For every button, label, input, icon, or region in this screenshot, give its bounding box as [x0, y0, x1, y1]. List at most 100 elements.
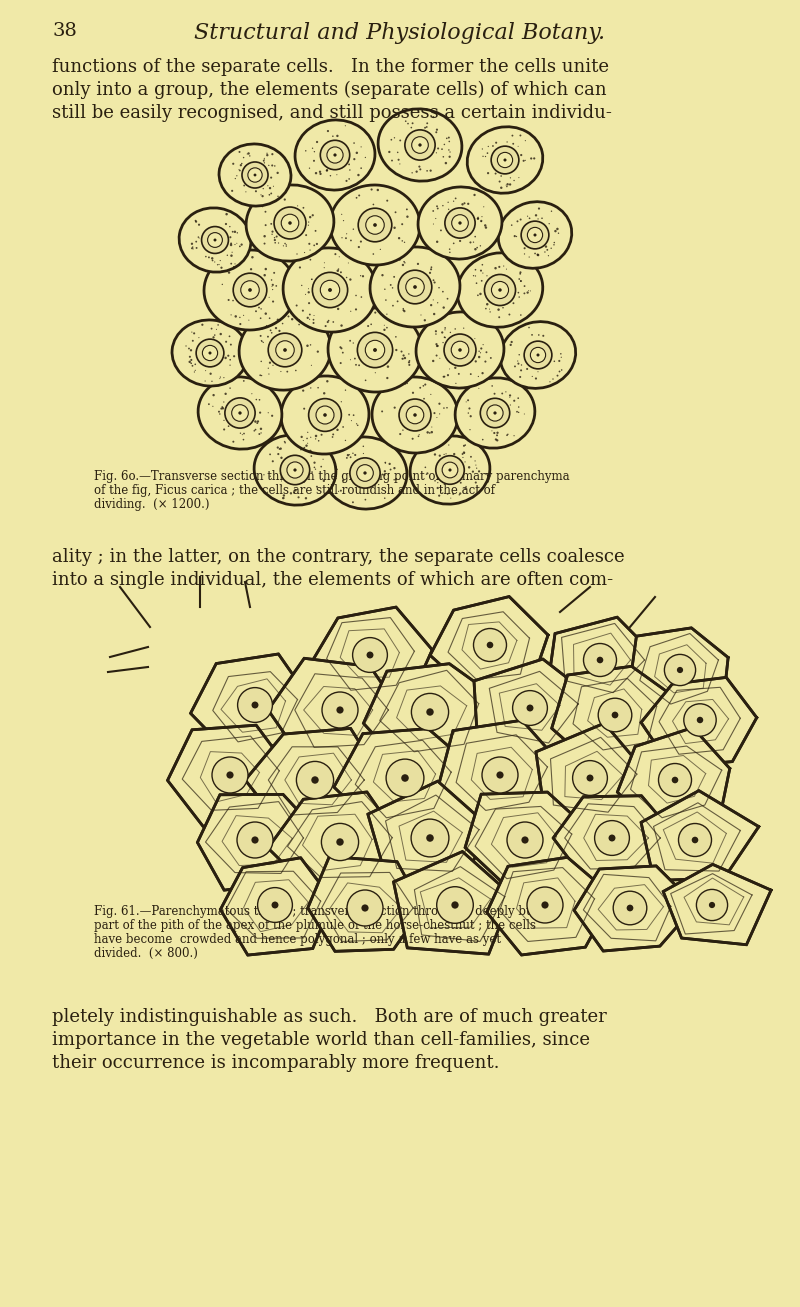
- Ellipse shape: [211, 257, 214, 260]
- Ellipse shape: [402, 358, 403, 359]
- Polygon shape: [190, 654, 309, 755]
- Ellipse shape: [470, 374, 472, 375]
- Ellipse shape: [558, 233, 559, 234]
- Ellipse shape: [332, 434, 334, 435]
- Ellipse shape: [269, 454, 271, 455]
- Ellipse shape: [269, 318, 270, 319]
- Ellipse shape: [677, 667, 683, 673]
- Ellipse shape: [326, 170, 328, 171]
- Ellipse shape: [372, 376, 458, 454]
- Ellipse shape: [226, 213, 228, 216]
- Ellipse shape: [614, 891, 646, 925]
- Ellipse shape: [332, 437, 334, 438]
- Ellipse shape: [314, 230, 317, 231]
- Ellipse shape: [323, 437, 407, 508]
- Ellipse shape: [459, 493, 462, 494]
- Ellipse shape: [394, 137, 395, 139]
- Ellipse shape: [194, 363, 196, 365]
- Ellipse shape: [346, 457, 348, 459]
- Ellipse shape: [247, 152, 250, 154]
- Ellipse shape: [241, 163, 242, 165]
- Ellipse shape: [432, 116, 434, 118]
- Ellipse shape: [303, 447, 306, 448]
- Ellipse shape: [487, 173, 489, 174]
- Ellipse shape: [309, 216, 311, 218]
- Ellipse shape: [554, 361, 555, 362]
- Ellipse shape: [334, 254, 337, 255]
- Ellipse shape: [426, 472, 429, 474]
- Ellipse shape: [394, 212, 397, 213]
- Ellipse shape: [474, 276, 476, 277]
- Ellipse shape: [463, 203, 466, 204]
- Ellipse shape: [438, 288, 440, 289]
- Ellipse shape: [486, 303, 489, 306]
- Ellipse shape: [330, 186, 420, 265]
- Ellipse shape: [302, 207, 304, 209]
- Ellipse shape: [440, 230, 442, 231]
- Ellipse shape: [549, 223, 550, 225]
- Ellipse shape: [248, 288, 252, 291]
- Ellipse shape: [494, 431, 495, 434]
- Ellipse shape: [530, 348, 546, 362]
- Ellipse shape: [230, 359, 231, 361]
- Ellipse shape: [352, 502, 354, 503]
- Text: dividing.  (× 1200.): dividing. (× 1200.): [94, 498, 210, 511]
- Ellipse shape: [518, 406, 519, 408]
- Ellipse shape: [202, 324, 203, 325]
- Ellipse shape: [437, 208, 438, 209]
- Ellipse shape: [261, 375, 262, 376]
- Ellipse shape: [256, 422, 258, 423]
- Ellipse shape: [366, 216, 384, 234]
- Text: into a single individual, the elements of which are often com-: into a single individual, the elements o…: [52, 571, 613, 589]
- Ellipse shape: [233, 267, 234, 268]
- Ellipse shape: [345, 389, 346, 391]
- Ellipse shape: [473, 242, 474, 243]
- Ellipse shape: [498, 153, 513, 167]
- Ellipse shape: [283, 348, 287, 352]
- Ellipse shape: [362, 446, 364, 447]
- Ellipse shape: [449, 248, 450, 250]
- Ellipse shape: [277, 447, 279, 448]
- Ellipse shape: [208, 233, 222, 247]
- Ellipse shape: [453, 243, 454, 244]
- Ellipse shape: [406, 208, 408, 210]
- Ellipse shape: [458, 221, 462, 225]
- Ellipse shape: [226, 771, 234, 779]
- Ellipse shape: [365, 499, 366, 501]
- Ellipse shape: [389, 463, 390, 465]
- Ellipse shape: [397, 301, 398, 302]
- Ellipse shape: [561, 369, 562, 371]
- Ellipse shape: [481, 280, 482, 282]
- Ellipse shape: [254, 429, 256, 430]
- Ellipse shape: [498, 265, 500, 268]
- Ellipse shape: [462, 454, 463, 455]
- Ellipse shape: [188, 348, 190, 349]
- Ellipse shape: [412, 137, 428, 153]
- Ellipse shape: [322, 480, 325, 482]
- Ellipse shape: [398, 259, 401, 261]
- Ellipse shape: [261, 361, 262, 362]
- Ellipse shape: [557, 375, 558, 376]
- Ellipse shape: [298, 497, 300, 498]
- Ellipse shape: [482, 264, 483, 265]
- Ellipse shape: [434, 480, 436, 481]
- Ellipse shape: [658, 763, 691, 796]
- Ellipse shape: [367, 325, 369, 327]
- Ellipse shape: [438, 403, 441, 405]
- Polygon shape: [313, 608, 432, 704]
- Ellipse shape: [353, 638, 387, 672]
- Ellipse shape: [239, 170, 241, 171]
- Ellipse shape: [230, 243, 232, 244]
- Ellipse shape: [546, 248, 548, 251]
- Ellipse shape: [684, 703, 716, 736]
- Ellipse shape: [477, 217, 479, 220]
- Ellipse shape: [537, 353, 539, 357]
- Ellipse shape: [411, 694, 449, 731]
- Ellipse shape: [370, 323, 372, 325]
- Ellipse shape: [434, 454, 436, 456]
- Ellipse shape: [198, 223, 200, 226]
- Ellipse shape: [336, 429, 338, 431]
- Ellipse shape: [486, 352, 487, 353]
- Ellipse shape: [192, 246, 194, 248]
- Ellipse shape: [265, 312, 267, 315]
